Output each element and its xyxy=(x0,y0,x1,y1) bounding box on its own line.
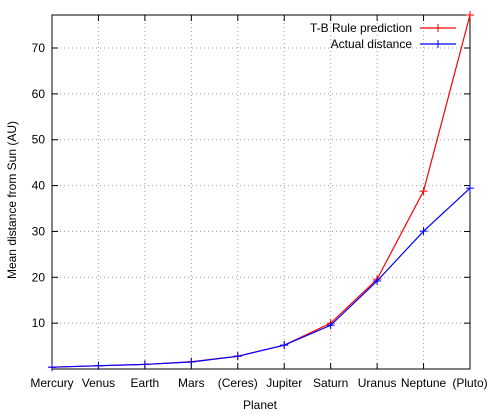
data-point xyxy=(419,187,428,196)
grid-lines xyxy=(52,15,470,369)
x-tick-label: Saturn xyxy=(313,376,348,390)
axis-ticks xyxy=(51,15,471,369)
x-tick-label: Jupiter xyxy=(266,376,302,390)
data-point xyxy=(233,352,242,361)
data-point xyxy=(419,227,428,236)
series-line xyxy=(51,14,471,368)
data-point xyxy=(326,321,335,330)
y-tick-label: 10 xyxy=(32,316,46,330)
legend-marker xyxy=(434,40,442,48)
series-2 xyxy=(48,184,474,372)
y-tick-labels: 10 20 30 40 50 60 70 xyxy=(32,41,46,330)
legend-label: Actual distance xyxy=(331,37,413,51)
x-tick-label: (Ceres) xyxy=(218,376,258,390)
x-axis-label: Planet xyxy=(243,398,278,412)
y-axis-label: Mean distance from Sun (AU) xyxy=(5,121,19,279)
x-tick-label: Neptune xyxy=(401,376,447,390)
x-tick-label: Earth xyxy=(131,376,160,390)
y-tick-label: 40 xyxy=(32,179,46,193)
legend-marker xyxy=(434,24,442,32)
legend: T-B Rule prediction Actual distance xyxy=(310,21,456,51)
y-tick-label: 20 xyxy=(32,270,46,284)
x-tick-label: Uranus xyxy=(358,376,397,390)
data-point xyxy=(280,341,289,350)
y-tick-label: 60 xyxy=(32,87,46,101)
data-point xyxy=(48,363,56,372)
series-line xyxy=(51,187,471,368)
x-tick-label: Mercury xyxy=(30,376,73,390)
series-1 xyxy=(48,11,474,372)
x-tick-label: (Pluto) xyxy=(452,376,487,390)
legend-label: T-B Rule prediction xyxy=(310,21,412,35)
y-tick-label: 70 xyxy=(32,41,46,55)
data-point xyxy=(140,360,149,369)
y-tick-label: 30 xyxy=(32,224,46,238)
y-tick-label: 50 xyxy=(32,133,46,147)
data-point xyxy=(187,358,196,367)
data-point xyxy=(94,361,103,370)
x-tick-label: Mars xyxy=(178,376,205,390)
series-lines xyxy=(48,11,474,372)
x-tick-label: Venus xyxy=(82,376,115,390)
data-point xyxy=(466,184,474,193)
data-point xyxy=(466,11,474,19)
plot-frame xyxy=(51,14,471,370)
x-tick-labels: Mercury Venus Earth Mars (Ceres) Jupiter Satur… xyxy=(30,376,487,390)
data-point xyxy=(373,276,382,285)
